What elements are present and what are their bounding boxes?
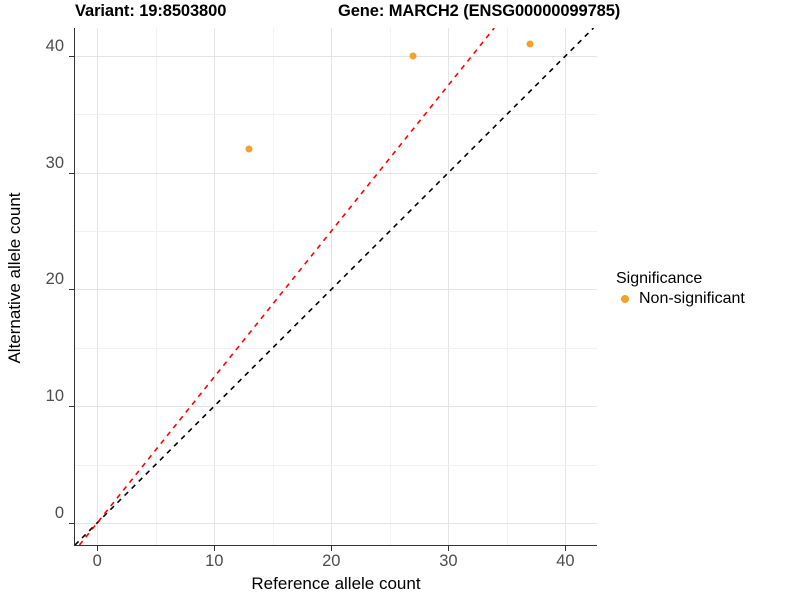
legend-item[interactable]: Non-significant	[616, 290, 745, 308]
gridline	[331, 28, 333, 545]
y-axis-line	[74, 28, 75, 546]
gridline	[389, 28, 391, 545]
gridline	[75, 522, 597, 524]
identity-line	[75, 28, 595, 545]
x-axis-tick	[448, 546, 450, 551]
gridline	[506, 28, 508, 545]
gridline	[75, 406, 597, 408]
x-axis-line	[74, 545, 597, 546]
y-axis-tick-label-wrap: 0	[0, 504, 64, 532]
gridline	[75, 172, 597, 174]
gridline	[565, 28, 567, 545]
ratio-line	[78, 28, 495, 545]
y-axis-tick-label: 30	[45, 153, 64, 172]
gridline	[97, 28, 99, 545]
gridline	[448, 28, 450, 545]
x-axis-tick-label: 10	[205, 552, 224, 570]
y-axis-tick-label: 0	[54, 503, 64, 522]
data-point	[526, 40, 534, 48]
x-axis-tick	[565, 546, 567, 551]
legend-dot-icon	[621, 295, 629, 303]
y-axis-tick-label-wrap: 10	[0, 387, 64, 416]
y-axis-tick	[69, 289, 74, 291]
x-axis-tick-label: 30	[439, 552, 458, 570]
legend-item-label: Non-significant	[639, 290, 745, 307]
gridline	[155, 28, 157, 545]
y-axis-tick	[69, 406, 74, 408]
gridline	[75, 464, 597, 466]
y-axis-tick-label: 20	[45, 270, 64, 289]
x-axis-tick-label: 40	[556, 552, 575, 570]
x-axis-tick-label: 0	[92, 552, 102, 570]
gene-title: Gene: MARCH2 (ENSG00000099785)	[338, 2, 621, 20]
legend-key	[616, 290, 634, 308]
y-axis-tick	[69, 56, 74, 57]
y-axis-tick-label-wrap: 30	[0, 154, 64, 182]
x-axis-tick	[214, 546, 216, 551]
legend-items: Non-significant	[616, 290, 745, 308]
plot-panel	[75, 28, 597, 545]
legend-title: Significance	[616, 270, 703, 287]
x-axis-tick	[331, 546, 333, 551]
variant-title: Variant: 19:8503800	[75, 2, 227, 20]
gridline	[75, 231, 597, 233]
data-point	[409, 52, 417, 60]
legend: Significance Non-significant	[616, 270, 745, 308]
y-axis-tick	[69, 522, 74, 524]
gridline	[75, 114, 597, 116]
y-axis-tick	[69, 172, 74, 174]
y-axis-tick-label-wrap: 20	[0, 270, 64, 299]
y-axis-tick-label: 10	[45, 387, 64, 406]
y-axis-label: Alternative allele count	[5, 192, 24, 364]
y-axis-tick-label: 40	[45, 37, 64, 55]
gridline	[75, 289, 597, 291]
gridline	[214, 28, 216, 545]
data-point	[245, 145, 253, 153]
gridline	[75, 347, 597, 349]
x-axis-tick	[97, 546, 99, 551]
gridline	[75, 56, 597, 57]
y-axis-tick-label-wrap: 40	[0, 37, 64, 66]
gridline	[272, 28, 274, 545]
reference-lines	[75, 28, 595, 545]
x-axis-label: Reference allele count	[251, 574, 421, 593]
x-axis-tick-label: 20	[322, 552, 341, 570]
